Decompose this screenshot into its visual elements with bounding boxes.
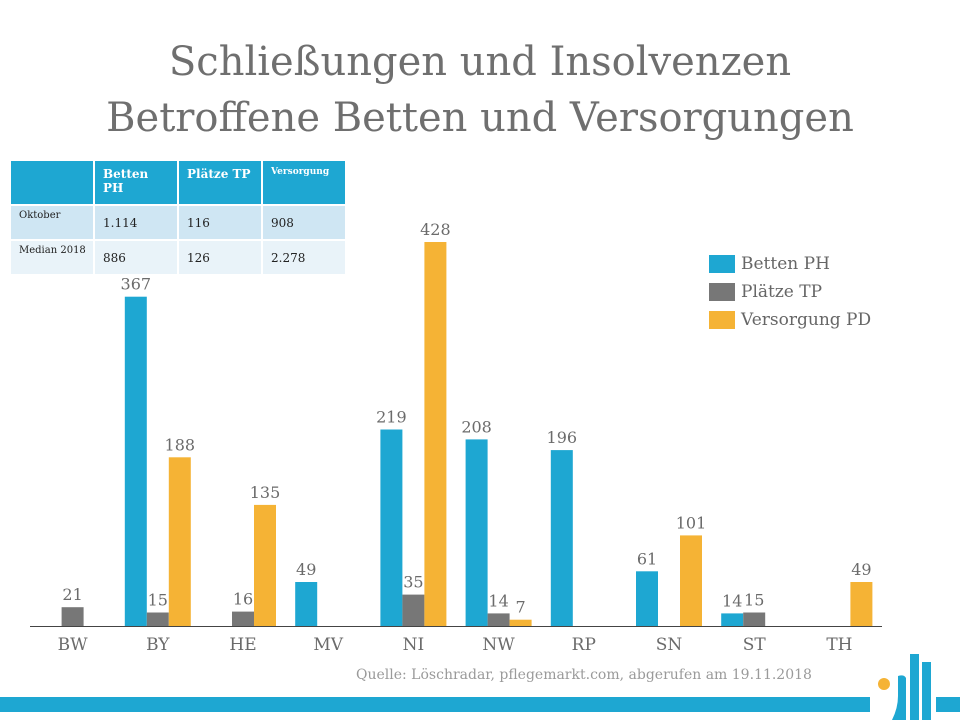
summary-table-header-versorgung: Versorgung [262, 161, 347, 205]
data-label-betten-ph-by: 367 [121, 275, 152, 294]
x-tick-label-ni: NI [403, 635, 425, 655]
bar-plaetze-tp-nw [487, 613, 510, 626]
table-row-label: Oktober [11, 204, 95, 240]
bar-plaetze-tp-bw [61, 607, 84, 626]
data-label-plaetze-tp-st: 15 [744, 591, 764, 610]
bar-betten-ph-mv [295, 582, 318, 626]
table-row-label: Median 2018 [11, 239, 95, 274]
legend-label: Plätze TP [741, 282, 823, 302]
table-cell: 116 [178, 204, 263, 240]
x-tick-label-he: HE [229, 635, 256, 655]
data-label-versorgung-pd-th: 49 [851, 560, 871, 579]
x-tick-label-nw: NW [482, 635, 515, 655]
legend-swatch [709, 255, 735, 273]
x-tick-label-st: ST [743, 635, 767, 655]
legend-item-versorgung-pd: Versorgung PD [709, 306, 871, 334]
table-row: Oktober 1.114 116 908 [11, 204, 347, 240]
chart-title-line-1: Schließungen und Insolvenzen [168, 39, 792, 85]
chart-legend: Betten PH Plätze TP Versorgung PD [709, 250, 871, 334]
data-label-betten-ph-sn: 61 [637, 549, 657, 568]
x-tick-label-by: BY [146, 635, 170, 655]
legend-label: Versorgung PD [741, 310, 872, 330]
legend-swatch [709, 283, 735, 301]
bar-versorgung-pd-nw [509, 619, 532, 626]
brand-logo-icon [870, 648, 936, 720]
data-label-plaetze-tp-he: 16 [233, 590, 253, 609]
bar-betten-ph-rp [550, 450, 573, 626]
chart-title-line-2: Betroffene Betten und Versorgungen [106, 95, 854, 141]
summary-table-header-empty [11, 161, 95, 205]
legend-swatch [709, 311, 735, 329]
data-label-plaetze-tp-nw: 14 [488, 591, 508, 610]
table-cell: 908 [262, 204, 347, 240]
legend-item-plaetze-tp: Plätze TP [709, 278, 871, 306]
data-label-versorgung-pd-ni: 428 [420, 220, 451, 239]
legend-item-betten-ph: Betten PH [709, 250, 871, 278]
summary-table: Betten PH Plätze TP Versorgung Oktober 1… [11, 161, 347, 274]
x-tick-label-rp: RP [572, 635, 596, 655]
bar-plaetze-tp-he [232, 611, 254, 626]
data-label-plaetze-tp-ni: 35 [403, 573, 423, 592]
x-tick-label-sn: SN [656, 635, 683, 655]
bar-versorgung-pd-th [850, 582, 873, 626]
x-tick-label-mv: MV [313, 635, 343, 655]
data-label-betten-ph-mv: 49 [296, 560, 316, 579]
table-row: Median 2018 886 126 2.278 [11, 239, 347, 274]
data-label-plaetze-tp-by: 15 [148, 591, 168, 610]
footer-bar [0, 697, 960, 712]
data-label-plaetze-tp-bw: 21 [62, 585, 82, 604]
bar-versorgung-pd-ni [424, 242, 447, 626]
data-label-versorgung-pd-he: 135 [250, 483, 281, 502]
bar-betten-ph-nw [465, 439, 488, 626]
bar-betten-ph-st [721, 613, 744, 626]
data-label-versorgung-pd-nw: 7 [516, 598, 526, 617]
bar-versorgung-pd-by [168, 457, 191, 626]
source-note: Quelle: Löschradar, pflegemarkt.com, abg… [356, 667, 812, 683]
bar-plaetze-tp-ni [402, 594, 425, 626]
bar-versorgung-pd-sn [680, 535, 702, 626]
table-cell: 126 [178, 239, 263, 274]
bar-plaetze-tp-st [743, 612, 766, 626]
bar-betten-ph-by [124, 296, 147, 626]
table-cell: 2.278 [262, 239, 347, 274]
data-label-betten-ph-st: 14 [722, 591, 742, 610]
summary-table-header-betten: Betten PH [94, 161, 179, 205]
bar-betten-ph-ni [380, 429, 403, 626]
data-label-betten-ph-nw: 208 [461, 417, 492, 436]
table-cell: 886 [94, 239, 179, 274]
bar-versorgung-pd-he [254, 504, 276, 626]
legend-label: Betten PH [741, 254, 830, 274]
data-label-betten-ph-ni: 219 [376, 408, 407, 427]
summary-table-header-plaetze: Plätze TP [178, 161, 263, 205]
x-tick-label-th: TH [826, 635, 852, 655]
summary-table-header-row: Betten PH Plätze TP Versorgung [11, 161, 347, 205]
data-label-betten-ph-rp: 196 [547, 428, 578, 447]
bar-plaetze-tp-by [146, 612, 169, 626]
data-label-versorgung-pd-sn: 101 [676, 513, 707, 532]
bar-betten-ph-sn [636, 571, 658, 626]
table-cell: 1.114 [94, 204, 179, 240]
data-label-versorgung-pd-by: 188 [165, 435, 196, 454]
x-tick-label-bw: BW [58, 635, 88, 655]
